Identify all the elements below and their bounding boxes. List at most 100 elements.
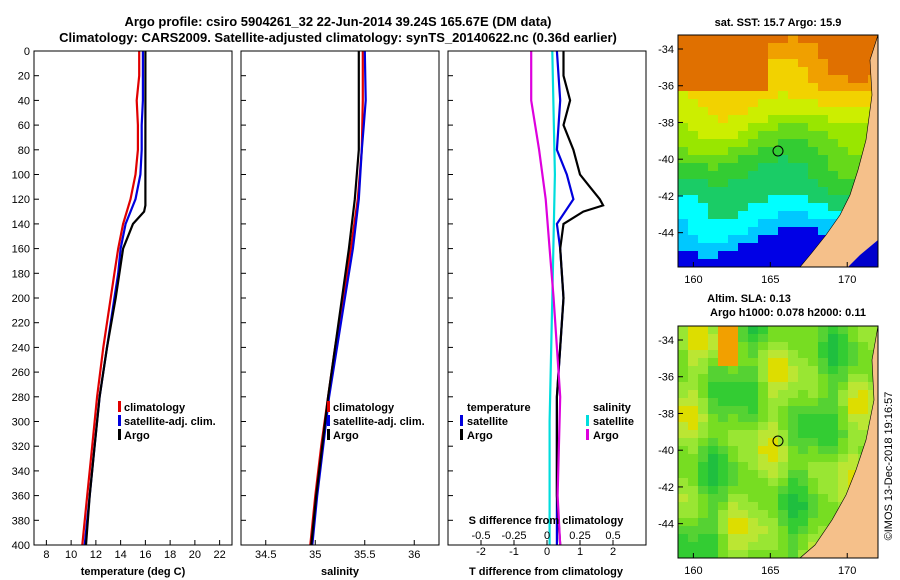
map-cell	[798, 382, 809, 391]
map-cell	[828, 147, 839, 156]
map-cell	[728, 99, 739, 108]
map-cell	[848, 139, 859, 148]
map-cell	[798, 398, 809, 407]
map-cell	[728, 195, 739, 204]
map-cell	[798, 438, 809, 447]
map-cell	[728, 139, 739, 148]
map-cell	[768, 203, 779, 212]
map-cell	[688, 478, 699, 487]
map-cell	[768, 486, 779, 495]
map-cell	[748, 131, 759, 140]
map-cell	[818, 59, 829, 68]
map-cell	[718, 550, 729, 559]
map-cell	[798, 219, 809, 228]
map-cell	[748, 430, 759, 439]
map-cell	[728, 430, 739, 439]
map-cell	[758, 43, 769, 52]
map-cell	[718, 187, 729, 196]
map-cell	[698, 211, 709, 220]
title-line2: Climatology: CARS2009. Satellite-adjuste…	[59, 30, 617, 45]
map-cell	[748, 43, 759, 52]
map-cell	[798, 486, 809, 495]
map-cell	[718, 163, 729, 172]
map-cell	[808, 430, 819, 439]
map-cell	[708, 542, 719, 551]
map-cell	[708, 91, 719, 100]
map-cell	[708, 390, 719, 399]
map-cell	[778, 107, 789, 116]
sla-map-title2: Argo h1000: 0.078 h2000: 0.11	[710, 307, 866, 319]
map-cell	[748, 219, 759, 228]
map-cell	[828, 163, 839, 172]
x-tick-label: 8	[43, 549, 49, 561]
map-cell	[728, 478, 739, 487]
map-cell	[788, 67, 799, 76]
map-cell	[818, 131, 829, 140]
y-tick-label: 80	[18, 145, 30, 157]
map-cell	[848, 131, 859, 140]
map-cell	[688, 358, 699, 367]
map-cell	[748, 235, 759, 244]
map-cell	[808, 518, 819, 527]
map-cell	[758, 99, 769, 108]
map-cell	[788, 446, 799, 455]
x-tick-label: 10	[65, 549, 77, 561]
series-line-s-argo	[530, 51, 562, 546]
map-cell	[768, 131, 779, 140]
lat-tick-label: -36	[658, 372, 674, 384]
map-cell	[818, 502, 829, 511]
map-cell	[688, 510, 699, 519]
map-cell	[818, 382, 829, 391]
map-cell	[758, 187, 769, 196]
map-cell	[848, 398, 859, 407]
map-cell	[678, 438, 689, 447]
map-cell	[688, 171, 699, 180]
map-cell	[678, 243, 689, 252]
salinity-xlabel: salinity	[321, 566, 360, 578]
lon-tick-label: 165	[761, 565, 779, 577]
map-cell	[808, 366, 819, 375]
series-line-satellite-adj-clim-	[83, 51, 144, 546]
x-tick-label: 12	[90, 549, 102, 561]
map-cell	[748, 358, 759, 367]
map-cell	[798, 155, 809, 164]
map-cell	[718, 326, 729, 335]
difference-axes	[447, 50, 647, 546]
map-cell	[848, 91, 859, 100]
map-cell	[678, 358, 689, 367]
lon-tick-label: 170	[838, 565, 856, 577]
map-cell	[738, 219, 749, 228]
map-cell	[778, 502, 789, 511]
map-cell	[688, 542, 699, 551]
map-cell	[698, 91, 709, 100]
map-cell	[848, 334, 859, 343]
map-cell	[688, 430, 699, 439]
map-cell	[848, 366, 859, 375]
map-cell	[708, 107, 719, 116]
map-cell	[838, 171, 849, 180]
map-cell	[828, 179, 839, 188]
map-cell	[798, 470, 809, 479]
map-cell	[748, 139, 759, 148]
map-cell	[798, 91, 809, 100]
map-cell	[818, 478, 829, 487]
map-cell	[828, 171, 839, 180]
map-cell	[738, 486, 749, 495]
map-cell	[828, 454, 839, 463]
map-cell	[748, 203, 759, 212]
map-cell	[808, 454, 819, 463]
map-cell	[778, 518, 789, 527]
legend-t-argo-label: Argo	[467, 430, 493, 442]
map-cell	[798, 243, 809, 252]
map-cell	[748, 374, 759, 383]
map-cell	[828, 51, 839, 60]
map-cell	[808, 486, 819, 495]
map-cell	[718, 374, 729, 383]
map-cell	[828, 462, 839, 471]
map-cell	[768, 414, 779, 423]
map-cell	[768, 251, 779, 260]
map-cell	[788, 422, 799, 431]
map-cell	[788, 211, 799, 220]
map-cell	[748, 123, 759, 132]
map-cell	[738, 235, 749, 244]
